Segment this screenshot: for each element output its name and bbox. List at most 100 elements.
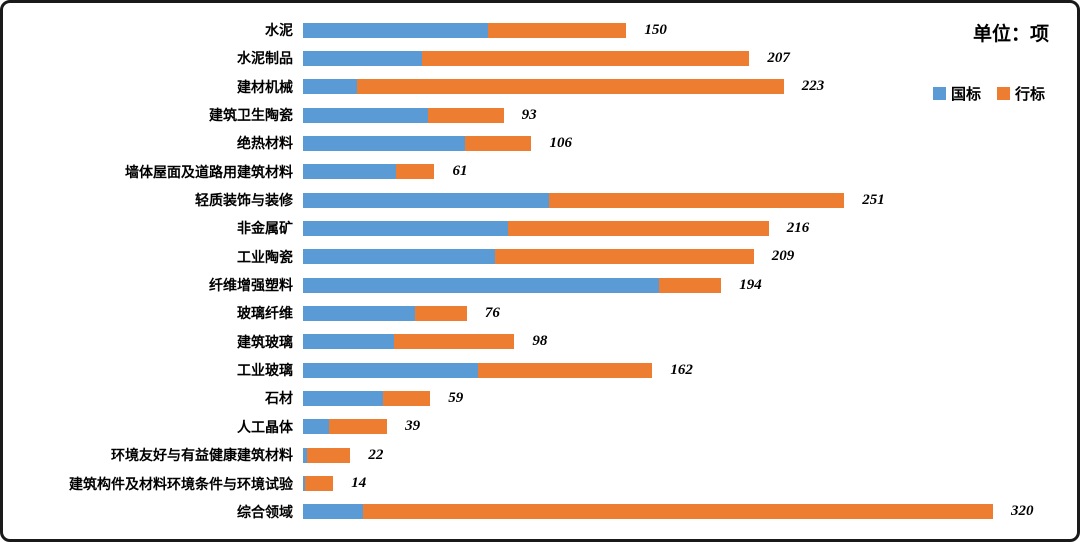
stacked-bar: [303, 220, 769, 236]
bar-area: 14: [303, 475, 1061, 492]
category-label: 人工晶体: [237, 418, 293, 435]
category-label: 建筑构件及材料环境条件与环境试验: [69, 475, 293, 492]
bar-segment-guobiao: [303, 164, 396, 180]
bar-area: 76: [303, 305, 1061, 322]
stacked-bar: [303, 334, 515, 350]
bar-segment-guobiao: [303, 192, 549, 208]
total-label: 162: [670, 361, 693, 378]
stacked-bar: [303, 249, 754, 265]
bar-area: 207: [303, 50, 1061, 67]
stacked-bar: [303, 50, 750, 66]
bar-area: 59: [303, 390, 1061, 407]
legend: 国标 行标: [932, 83, 1045, 104]
total-label: 39: [405, 418, 421, 435]
bar-segment-hangbiao: [328, 419, 388, 435]
stacked-bar: [303, 447, 351, 463]
bar-segment-hangbiao: [395, 164, 435, 180]
chart-row: 墙体屋面及道路用建筑材料 61: [13, 159, 1061, 185]
chart-row: 工业玻璃 162: [13, 357, 1061, 383]
chart-row: 绝热材料 106: [13, 130, 1061, 156]
bar-segment-hangbiao: [305, 476, 334, 491]
bar-segment-hangbiao: [421, 50, 750, 66]
bar-segment-hangbiao: [464, 135, 532, 151]
chart-row: 建材机械 223: [13, 74, 1061, 100]
bar-area: 223: [303, 78, 1061, 95]
total-label: 207: [767, 49, 790, 66]
chart-row: 水泥 150: [13, 17, 1061, 43]
bar-segment-guobiao: [303, 390, 383, 406]
bar-segment-hangbiao: [488, 22, 627, 38]
stacked-bar: [303, 192, 845, 208]
bar-area: 216: [303, 220, 1061, 237]
chart-row: 人工晶体 39: [13, 414, 1061, 440]
bar-segment-hangbiao: [307, 447, 351, 463]
category-label: 建筑玻璃: [237, 333, 293, 350]
chart-row: 非金属矿 216: [13, 215, 1061, 241]
bar-area: 162: [303, 362, 1061, 379]
bar-area: 39: [303, 418, 1061, 435]
category-label: 石材: [265, 390, 293, 407]
total-label: 93: [521, 106, 537, 123]
bar-segment-guobiao: [303, 362, 478, 378]
bar-segment-hangbiao: [494, 249, 754, 265]
bar-segment-guobiao: [303, 135, 465, 151]
bar-segment-guobiao: [303, 419, 329, 435]
bar-segment-hangbiao: [356, 79, 784, 95]
bar-segment-hangbiao: [548, 192, 845, 208]
legend-item-guobiao: 国标: [932, 83, 981, 104]
chart-row: 环境友好与有益健康建筑材料 22: [13, 442, 1061, 468]
bar-segment-hangbiao: [428, 107, 504, 123]
legend-label-guobiao: 国标: [950, 86, 981, 103]
legend-swatch-guobiao-icon: [932, 87, 946, 100]
category-label: 水泥: [265, 22, 293, 38]
bar-area: 93: [303, 107, 1061, 124]
category-label: 轻质装饰与装修: [195, 192, 293, 209]
bar-area: 61: [303, 163, 1061, 180]
category-label: 水泥制品: [237, 50, 293, 67]
category-label: 墙体屋面及道路用建筑材料: [125, 163, 293, 180]
stacked-bar: [303, 476, 334, 491]
total-label: 14: [351, 475, 367, 491]
total-label: 216: [786, 219, 810, 236]
bar-segment-guobiao: [303, 447, 308, 463]
stacked-bar: [303, 419, 388, 435]
stacked-bar: [303, 390, 431, 406]
bar-area: 194: [303, 277, 1061, 294]
bar-segment-hangbiao: [477, 362, 653, 378]
total-label: 61: [452, 163, 468, 180]
category-label: 工业玻璃: [237, 362, 293, 379]
category-label: 非金属矿: [237, 220, 293, 237]
bar-segment-guobiao: [303, 277, 659, 293]
bar-segment-hangbiao: [382, 390, 431, 406]
stacked-bar: [303, 305, 467, 321]
bar-area: 98: [303, 333, 1061, 350]
chart-row: 建筑构件及材料环境条件与环境试验 14: [13, 471, 1061, 497]
total-label: 150: [644, 21, 667, 38]
total-label: 320: [1010, 503, 1034, 520]
stacked-bar: [303, 277, 722, 293]
stacked-bar: [303, 22, 627, 38]
bar-segment-guobiao: [303, 504, 364, 520]
bar-segment-guobiao: [303, 22, 489, 38]
bar-segment-guobiao: [303, 50, 422, 66]
bar-segment-hangbiao: [363, 504, 993, 520]
bar-segment-guobiao: [303, 220, 508, 236]
total-label: 251: [862, 191, 885, 208]
total-label: 209: [771, 248, 795, 265]
bar-segment-hangbiao: [415, 305, 467, 321]
total-label: 59: [448, 389, 464, 406]
total-label: 194: [739, 276, 762, 293]
bar-area: 320: [303, 503, 1061, 520]
chart-row: 纤维增强塑料 194: [13, 272, 1061, 298]
legend-item-hangbiao: 行标: [996, 83, 1045, 104]
category-label: 绝热材料: [237, 135, 293, 152]
unit-label: 单位：项: [972, 24, 1049, 45]
bar-area: 150: [303, 22, 1061, 39]
stacked-bar: [303, 362, 653, 378]
bar-segment-guobiao: [303, 107, 429, 123]
bar-segment-hangbiao: [393, 334, 515, 350]
bar-segment-hangbiao: [507, 220, 769, 236]
bar-segment-hangbiao: [658, 277, 722, 293]
stacked-bar: [303, 164, 435, 180]
